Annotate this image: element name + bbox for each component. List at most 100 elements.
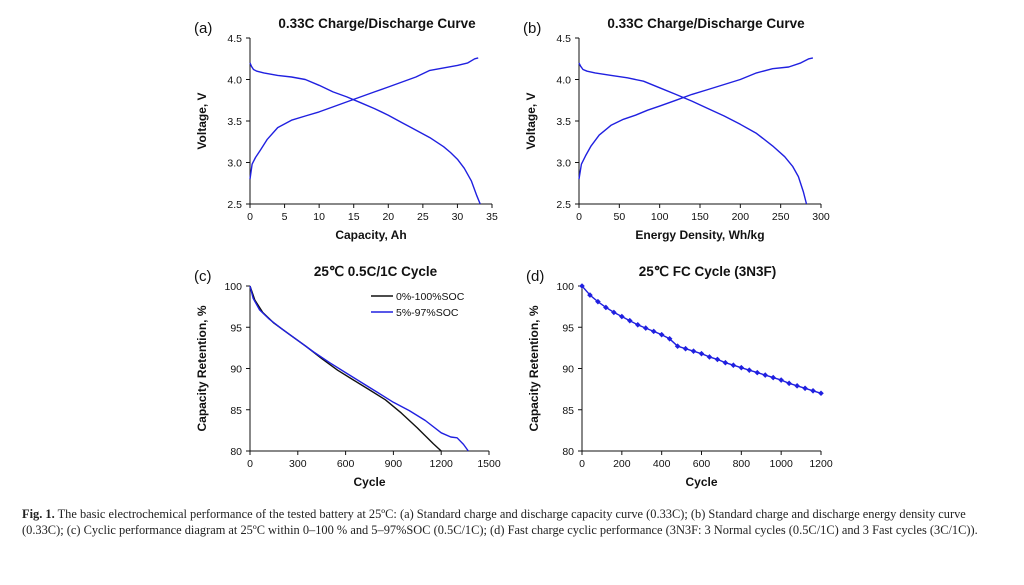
x-tick-label: 0 <box>247 211 253 223</box>
series-line-0 <box>581 285 822 394</box>
data-point <box>666 336 673 342</box>
y-tick-label: 4.5 <box>556 33 571 45</box>
x-tick-label: 15 <box>348 211 360 223</box>
y-tick-label: 4.0 <box>227 75 242 87</box>
x-tick-label: 300 <box>289 458 307 470</box>
x-tick-label: 200 <box>613 458 631 470</box>
y-tick-label: 2.5 <box>556 199 571 211</box>
x-tick-label: 250 <box>772 211 790 223</box>
x-axis-label: Capacity, Ah <box>335 228 406 242</box>
x-tick-label: 300 <box>812 211 830 223</box>
chart-panel-0: 0 5 10 15 20 25 30 35 2.5 3.0 3.5 4.0 4.5 0.33C Charg… <box>194 16 498 242</box>
data-point <box>619 313 625 320</box>
data-point <box>786 380 792 387</box>
chart-title: 25℃ FC Cycle (3N3F) <box>639 264 776 279</box>
series-line-0 <box>578 57 814 180</box>
data-point <box>690 348 697 354</box>
x-tick-label: 0 <box>247 458 253 470</box>
data-point <box>746 367 753 373</box>
data-point <box>611 309 617 316</box>
y-tick-label: 3.0 <box>556 158 571 170</box>
y-tick-label: 3.5 <box>227 116 242 128</box>
x-tick-label: 600 <box>693 458 711 470</box>
y-tick-label: 80 <box>230 446 242 458</box>
data-point <box>714 356 721 363</box>
x-tick-label: 50 <box>613 211 625 223</box>
figure: 0 5 10 15 20 25 30 35 2.5 3.0 3.5 4.0 4.5 0.33C Charg… <box>194 16 833 489</box>
panel-label: (b) <box>523 20 541 37</box>
chart-title: 25℃ 0.5C/1C Cycle <box>314 264 438 279</box>
x-tick-label: 10 <box>313 211 325 223</box>
data-point <box>810 387 816 394</box>
y-tick-label: 95 <box>230 322 242 334</box>
data-point <box>730 362 737 368</box>
data-point <box>627 317 633 324</box>
chart-title: 0.33C Charge/Discharge Curve <box>278 16 476 31</box>
x-tick-label: 0 <box>576 211 582 223</box>
x-tick-label: 25 <box>417 211 429 223</box>
data-point <box>658 331 665 338</box>
data-point <box>770 374 776 381</box>
legend-label: 0%-100%SOC <box>396 291 465 303</box>
x-tick-label: 1500 <box>477 458 501 470</box>
x-tick-label: 200 <box>732 211 750 223</box>
x-tick-label: 5 <box>282 211 288 223</box>
panel-label: (c) <box>194 268 212 285</box>
caption-text: The basic electrochemical performance of… <box>22 507 978 537</box>
legend-label: 5%-97%SOC <box>396 307 459 319</box>
y-axis-label: Voltage, V <box>195 92 209 149</box>
y-tick-label: 2.5 <box>227 199 242 211</box>
x-axis-label: Cycle <box>353 475 385 489</box>
y-tick-label: 80 <box>562 446 574 458</box>
y-tick-label: 85 <box>562 405 574 417</box>
panel-label: (d) <box>526 268 544 285</box>
data-point <box>642 325 649 331</box>
data-point <box>794 383 800 389</box>
x-axis-label: Cycle <box>685 475 717 489</box>
series-line-1 <box>249 285 469 452</box>
series-line-1 <box>249 62 481 205</box>
chart-panel-3: 0 200 400 600 800 1000 1200 80 85 90 95 100 25℃ FC C… <box>526 264 833 489</box>
data-point <box>587 292 593 298</box>
x-tick-label: 0 <box>579 458 585 470</box>
y-axis-label: Capacity Retention, % <box>195 305 209 431</box>
data-point <box>603 304 609 311</box>
data-point <box>762 372 769 378</box>
y-tick-label: 4.0 <box>556 75 571 87</box>
x-tick-label: 600 <box>337 458 355 470</box>
caption-label: Fig. 1. <box>22 507 55 521</box>
data-point <box>698 350 705 357</box>
x-tick-label: 400 <box>653 458 671 470</box>
x-tick-label: 150 <box>691 211 709 223</box>
y-tick-label: 3.5 <box>556 116 571 128</box>
x-tick-label: 20 <box>382 211 394 223</box>
data-point <box>595 298 601 305</box>
data-point <box>634 321 641 328</box>
y-axis-label: Voltage, V <box>524 92 538 149</box>
x-tick-label: 1200 <box>430 458 454 470</box>
data-point <box>650 328 657 335</box>
data-point <box>706 354 713 360</box>
chart-title: 0.33C Charge/Discharge Curve <box>607 16 805 31</box>
x-tick-label: 900 <box>385 458 403 470</box>
x-tick-label: 30 <box>452 211 464 223</box>
y-tick-label: 100 <box>556 281 574 293</box>
panel-label: (a) <box>194 20 212 37</box>
y-tick-label: 4.5 <box>227 33 242 45</box>
data-point <box>579 283 585 289</box>
data-point <box>754 369 761 376</box>
y-tick-label: 85 <box>230 405 242 417</box>
y-tick-label: 90 <box>230 364 242 376</box>
chart-panel-1: 0 50 100 150 200 250 300 2.5 3.0 3.5 4.0 4.5 0.33C C… <box>523 16 830 242</box>
data-point <box>682 345 689 352</box>
x-tick-label: 800 <box>733 458 751 470</box>
y-tick-label: 90 <box>562 364 574 376</box>
x-tick-label: 35 <box>486 211 498 223</box>
data-point <box>802 385 808 392</box>
x-axis-label: Energy Density, Wh/kg <box>635 228 764 242</box>
x-tick-label: 100 <box>651 211 669 223</box>
figure-caption: Fig. 1. The basic electrochemical perfor… <box>22 506 1007 538</box>
y-tick-label: 3.0 <box>227 158 242 170</box>
y-tick-label: 100 <box>224 281 242 293</box>
data-point <box>778 377 784 383</box>
